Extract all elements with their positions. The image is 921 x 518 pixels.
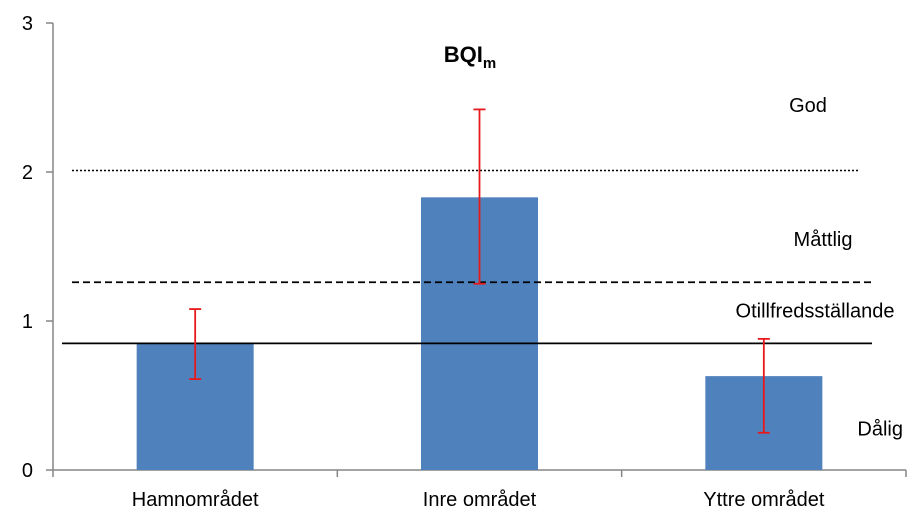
zone-label: Dålig <box>857 418 903 440</box>
zone-labels: God Måttlig Otillfredsställande Dålig <box>736 95 903 440</box>
x-category-label: Yttre området <box>703 489 825 511</box>
x-category-label: Inre området <box>423 489 537 511</box>
x-axis: Hamnområdet Inre området Yttre området <box>52 469 907 511</box>
zone-label: Otillfredsställande <box>736 301 895 323</box>
threshold-lines <box>62 169 872 345</box>
zone-label: God <box>789 95 827 117</box>
x-category-label: Hamnområdet <box>132 489 259 511</box>
y-tick-label: 3 <box>22 13 33 35</box>
y-tick-label: 0 <box>22 460 33 482</box>
y-axis: 0 1 2 3 <box>22 13 54 482</box>
error-bars <box>189 108 770 434</box>
chart-title-subscript: m <box>483 55 496 72</box>
chart-title-main: BQI <box>444 42 483 67</box>
zone-label: Måttlig <box>794 229 853 251</box>
y-tick-label: 2 <box>22 162 33 184</box>
y-tick-label: 1 <box>22 311 33 333</box>
chart-title: BQIm <box>444 42 496 72</box>
